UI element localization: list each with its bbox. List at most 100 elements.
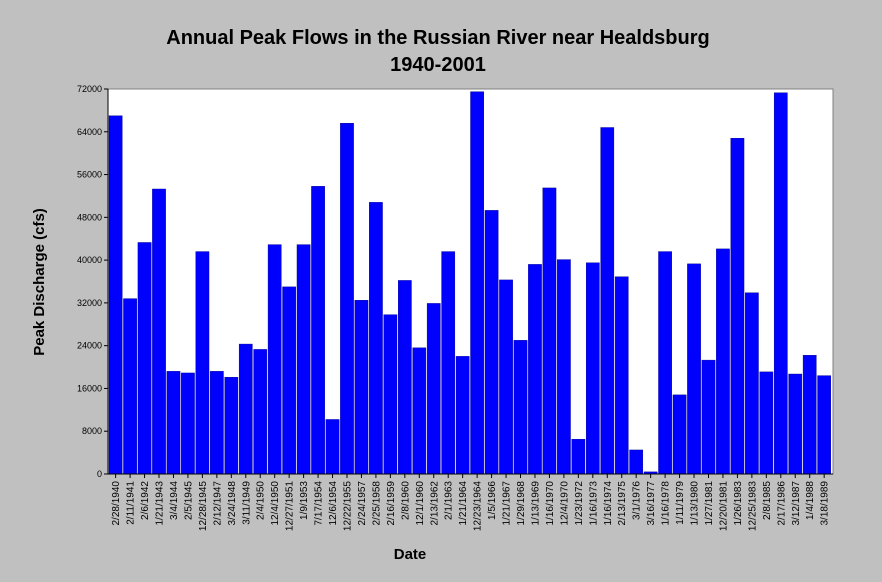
- bar: [369, 202, 383, 475]
- x-tick-label: 1/21/1964: [458, 481, 469, 526]
- x-tick-label: 1/16/1973: [588, 481, 599, 526]
- x-tick-label: 2/28/1940: [111, 481, 122, 526]
- x-tick-label: 2/11/1941: [126, 481, 137, 525]
- bar: [802, 355, 817, 475]
- x-tick-label: 1/9/1953: [299, 481, 310, 520]
- bar: [687, 263, 701, 475]
- bar: [513, 340, 528, 475]
- x-tick-label: 12/6/1954: [328, 481, 339, 526]
- bar: [282, 286, 296, 475]
- x-tick-label: 3/12/1987: [791, 481, 802, 526]
- x-tick-label: 1/23/1972: [574, 481, 585, 526]
- bar: [296, 244, 311, 475]
- y-tick-label: 16000: [77, 383, 102, 393]
- bar: [210, 371, 224, 475]
- y-tick-label: 32000: [77, 298, 102, 308]
- x-tick-label: 12/25/1983: [747, 481, 758, 531]
- x-tick-label: 12/20/1981: [718, 481, 729, 531]
- x-tick-label: 2/12/1947: [212, 481, 223, 526]
- x-tick-label: 1/21/1943: [155, 481, 166, 526]
- y-tick-label: 40000: [77, 255, 102, 265]
- bar: [701, 359, 716, 475]
- x-tick-label: 3/11/1949: [241, 481, 252, 525]
- bar: [470, 91, 484, 475]
- x-axis: 2/28/1940 2/11/1941 2/6/1942 1/21/1943 3/4/1…: [111, 474, 831, 531]
- x-tick-label: 12/4/1950: [270, 481, 281, 526]
- x-tick-label: 1/13/1969: [530, 481, 541, 526]
- y-tick-label: 56000: [77, 170, 102, 180]
- bar: [672, 394, 687, 475]
- x-tick-label: 1/5/1966: [487, 481, 498, 520]
- bar: [426, 303, 441, 475]
- x-tick-label: 12/1/1960: [415, 481, 426, 526]
- bar: [542, 187, 557, 475]
- bar: [238, 343, 253, 475]
- bar: [152, 188, 166, 475]
- x-tick-label: 7/17/1954: [314, 481, 325, 526]
- bar: [398, 280, 412, 475]
- x-tick-label: 3/1/1976: [632, 481, 643, 520]
- x-tick-label: 2/8/1985: [762, 481, 773, 520]
- x-tick-label: 2/1/1963: [444, 481, 455, 520]
- bar: [166, 371, 181, 475]
- bar: [658, 251, 672, 475]
- x-tick-label: 1/16/1970: [545, 481, 556, 526]
- x-tick-label: 12/22/1955: [342, 481, 353, 531]
- y-axis: 0 8000 16000 24000 32000 40000 48000 56000 64000…: [77, 84, 833, 479]
- chart-title: Annual Peak Flows in the Russian River n…: [166, 27, 709, 49]
- bar: [788, 373, 803, 475]
- x-tick-label: 1/16/1978: [661, 481, 672, 526]
- x-tick-label: 2/4/1950: [256, 481, 267, 520]
- x-tick-label: 3/16/1977: [646, 481, 657, 526]
- bar: [311, 186, 325, 475]
- x-tick-label: 2/24/1957: [357, 481, 368, 526]
- bar: [773, 92, 788, 475]
- x-tick-label: 2/8/1960: [400, 481, 411, 520]
- x-tick-label: 1/16/1974: [603, 481, 614, 526]
- x-tick-label: 1/21/1967: [502, 481, 513, 526]
- bar: [759, 371, 774, 475]
- x-tick-label: 3/18/1989: [820, 481, 831, 526]
- bar: [629, 449, 644, 475]
- bar: [557, 259, 571, 475]
- x-tick-label: 1/29/1968: [516, 481, 527, 526]
- bar: [383, 314, 398, 475]
- bar: [108, 115, 123, 475]
- y-tick-label: 72000: [77, 84, 102, 94]
- bar: [571, 439, 586, 475]
- bar: [137, 242, 152, 475]
- x-tick-label: 12/4/1970: [559, 481, 570, 526]
- x-tick-label: 12/23/1964: [473, 481, 484, 531]
- bar: [817, 375, 831, 475]
- bar: [181, 372, 195, 475]
- x-tick-label: 1/27/1981: [704, 481, 715, 526]
- x-tick-label: 3/24/1948: [227, 481, 238, 526]
- bar: [441, 251, 456, 475]
- x-tick-label: 2/5/1945: [183, 481, 194, 520]
- bar: [123, 298, 137, 475]
- x-tick-label: 2/25/1958: [371, 481, 382, 526]
- x-axis-label: Date: [394, 546, 427, 563]
- y-axis-label: Peak Discharge (cfs): [31, 208, 48, 356]
- bar: [499, 279, 513, 475]
- x-tick-label: 2/17/1986: [776, 481, 787, 526]
- bar: [455, 356, 470, 475]
- bar: [528, 264, 542, 475]
- bar: [325, 419, 340, 475]
- x-tick-label: 1/13/1980: [690, 481, 701, 526]
- y-tick-label: 24000: [77, 341, 102, 351]
- bar: [730, 137, 745, 475]
- bar: [585, 262, 600, 475]
- x-tick-label: 1/11/1979: [675, 481, 686, 525]
- x-tick-label: 1/26/1983: [733, 481, 744, 526]
- x-tick-label: 12/27/1951: [285, 481, 296, 531]
- chart-subtitle: 1940-2001: [390, 54, 486, 76]
- bar: [340, 123, 354, 475]
- x-tick-label: 2/6/1942: [140, 481, 151, 520]
- x-tick-label: 2/16/1959: [386, 481, 397, 526]
- x-tick-label: 2/13/1975: [617, 481, 628, 526]
- bar: [716, 248, 730, 475]
- y-tick-label: 8000: [82, 426, 102, 436]
- x-tick-label: 3/4/1944: [169, 481, 180, 520]
